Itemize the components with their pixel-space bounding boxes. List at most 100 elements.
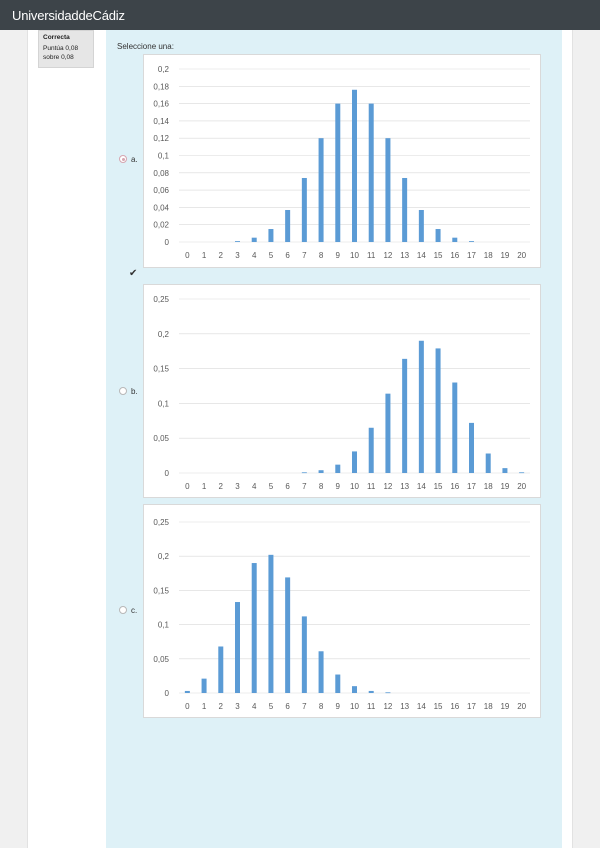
x-tick-label: 13: [400, 702, 409, 711]
bar-2: [218, 646, 224, 693]
x-tick-label: 16: [450, 251, 459, 260]
bar-12: [385, 138, 391, 242]
x-tick-label: 11: [367, 702, 376, 711]
x-tick-label: 1: [202, 702, 207, 711]
bar-7: [301, 177, 307, 242]
bar-11: [368, 427, 374, 473]
bar-12: [385, 692, 391, 694]
option-c-radio[interactable]: [119, 606, 127, 614]
x-tick-label: 4: [252, 702, 257, 711]
chart-b-svg: 00,050,10,150,20,250 1 2 3 4 5 6 7 8 9 10 11 12 13 14 1…: [153, 295, 530, 491]
option-a-radio[interactable]: [119, 155, 127, 163]
x-tick-label: 0: [185, 702, 190, 711]
bar-18: [485, 453, 491, 473]
x-tick-label: 9: [336, 482, 341, 491]
x-tick-label: 3: [235, 251, 240, 260]
x-tick-label: 18: [484, 702, 493, 711]
question-grade: Puntúa 0,08 sobre 0,08: [43, 45, 79, 61]
bar-20: [519, 472, 525, 474]
option-b-radio[interactable]: [119, 387, 127, 395]
bar-15: [435, 348, 441, 473]
x-tick-label: 20: [517, 482, 526, 491]
x-tick-label: 15: [434, 702, 443, 711]
x-tick-label: 14: [417, 702, 426, 711]
option-a-chart: 0 0,02 0,04 0,06 0,08 0,1 0,12 0,14 0,16 0,18 0,2 0…: [143, 54, 541, 268]
chart-a-svg: 0 0,02 0,04 0,06 0,08 0,1 0,12 0,14 0,16 0,18 0,2 0…: [153, 65, 530, 260]
y-tick-label: 0,1: [158, 621, 170, 630]
y-tick-label: 0,14: [153, 117, 169, 126]
x-tick-label: 5: [269, 482, 274, 491]
x-tick-label: 0: [185, 482, 190, 491]
question-state: Correcta: [43, 34, 70, 41]
x-tick-label: 12: [383, 251, 392, 260]
y-tick-label: 0,12: [153, 134, 169, 143]
question-prompt: Seleccione una:: [117, 42, 174, 51]
bar-8: [318, 470, 324, 473]
option-c-label[interactable]: c.: [131, 606, 138, 615]
bar-0: [184, 690, 190, 693]
x-tick-label: 20: [517, 251, 526, 260]
x-tick-label: 6: [285, 702, 290, 711]
y-tick-label: 0,2: [158, 65, 170, 74]
bar-14: [418, 209, 424, 242]
x-tick-label: 18: [484, 251, 493, 260]
check-icon: ✔: [129, 268, 138, 279]
bar-6: [285, 209, 291, 242]
x-tick-label: 10: [350, 702, 359, 711]
bar-6: [285, 577, 291, 693]
bar-5: [268, 554, 274, 693]
x-tick-label: 8: [319, 482, 324, 491]
x-tick-label: 3: [235, 702, 240, 711]
bar-10: [352, 686, 357, 693]
y-tick-label: 0,15: [153, 365, 169, 374]
x-tick-label: 5: [269, 702, 274, 711]
brand-logo-text[interactable]: UniversidaddeCádiz: [12, 8, 125, 23]
y-tick-label: 0,2: [158, 552, 170, 561]
bar-9: [335, 464, 341, 473]
option-a-label[interactable]: a.: [131, 155, 138, 164]
x-tick-label: 11: [367, 482, 376, 491]
bar-19: [502, 468, 508, 473]
x-tick-label: 8: [319, 702, 324, 711]
y-tick-label: 0,02: [153, 221, 169, 230]
bar-1: [201, 678, 207, 693]
bar-4: [251, 563, 257, 693]
bar-7: [301, 616, 307, 693]
bar-17: [469, 422, 474, 473]
bar-16: [452, 237, 458, 242]
y-tick-label: 0,06: [153, 186, 169, 195]
x-tick-label: 20: [517, 702, 526, 711]
bar-14: [418, 340, 424, 473]
bar-12: [385, 393, 391, 473]
y-tick-label: 0,2: [158, 330, 170, 339]
x-tick-label: 2: [219, 482, 224, 491]
bar-7: [301, 472, 307, 474]
x-tick-label: 17: [467, 251, 476, 260]
x-tick-label: 19: [500, 702, 509, 711]
option-b-label[interactable]: b.: [131, 387, 138, 396]
x-tick-label: 6: [285, 482, 290, 491]
x-tick-label: 18: [484, 482, 493, 491]
x-tick-label: 2: [219, 251, 224, 260]
y-tick-label: 0,1: [158, 399, 170, 408]
y-tick-label: 0,1: [158, 152, 170, 161]
bar-11: [368, 103, 374, 242]
x-tick-label: 15: [434, 482, 443, 491]
x-tick-label: 4: [252, 251, 257, 260]
y-tick-label: 0,16: [153, 100, 169, 109]
bar-3: [235, 241, 240, 242]
y-tick-label: 0,18: [153, 82, 169, 91]
y-tick-label: 0: [165, 238, 170, 247]
question-info-box: Correcta Puntúa 0,08 sobre 0,08: [38, 30, 94, 68]
y-tick-label: 0,08: [153, 169, 169, 178]
y-tick-label: 0,25: [153, 518, 169, 527]
x-tick-label: 17: [467, 482, 476, 491]
x-tick-label: 9: [336, 702, 341, 711]
y-tick-label: 0,05: [153, 655, 169, 664]
bar-11: [368, 690, 374, 693]
x-tick-label: 16: [450, 482, 459, 491]
y-tick-label: 0,25: [153, 295, 169, 304]
bar-3: [235, 602, 240, 693]
left-gutter: [0, 30, 28, 848]
x-tick-label: 7: [302, 702, 307, 711]
